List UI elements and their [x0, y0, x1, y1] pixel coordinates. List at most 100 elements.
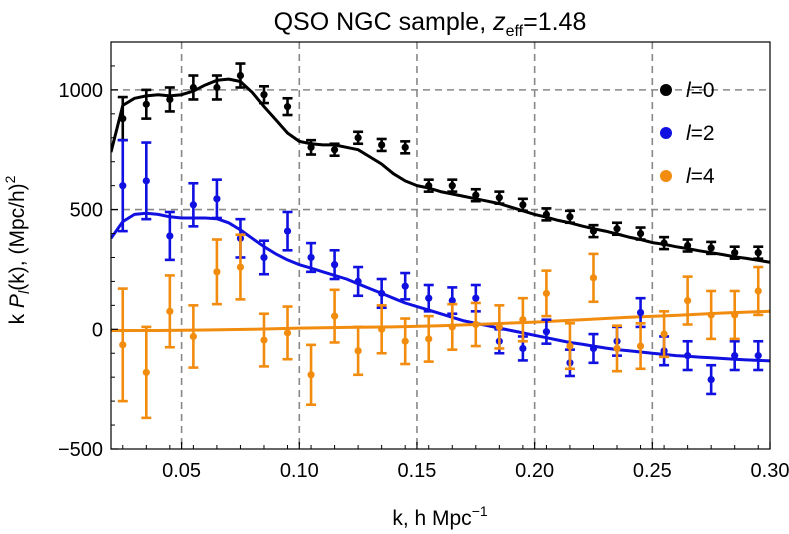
x-tick-label: 0.10 — [280, 460, 319, 482]
data-point — [329, 288, 340, 344]
model-curve-l2 — [111, 211, 770, 363]
data-point — [306, 241, 317, 274]
point-marker — [401, 282, 409, 290]
data-point — [659, 310, 670, 359]
point-marker — [283, 227, 292, 235]
point-marker — [472, 320, 480, 329]
point-marker — [142, 100, 150, 108]
point-marker — [519, 316, 527, 324]
point-marker — [189, 83, 197, 92]
point-marker — [189, 332, 197, 341]
point-marker — [542, 289, 551, 297]
data-point — [188, 304, 199, 369]
point-marker — [613, 344, 621, 353]
data-points — [117, 62, 764, 420]
legend-label-l0: l=0 — [686, 79, 715, 102]
point-marker — [707, 375, 715, 384]
point-marker — [354, 134, 362, 142]
point-marker — [213, 83, 221, 92]
point-marker — [166, 232, 174, 240]
data-point — [517, 197, 528, 213]
point-marker — [260, 253, 268, 262]
point-marker — [684, 296, 692, 305]
point-marker — [142, 177, 150, 185]
data-point — [729, 289, 740, 341]
point-marker — [542, 210, 551, 218]
data-point — [329, 248, 340, 281]
point-marker — [613, 225, 621, 233]
data-point — [517, 296, 528, 343]
y-tick-label: 0 — [92, 319, 103, 341]
point-marker — [213, 268, 221, 276]
legend-marker-l4 — [660, 170, 672, 182]
data-point — [612, 324, 623, 373]
data-point — [447, 302, 458, 351]
data-point — [706, 289, 717, 341]
data-point — [282, 305, 293, 361]
legend-marker-l2 — [660, 127, 672, 139]
point-marker — [495, 194, 503, 202]
point-marker — [754, 352, 762, 360]
point-marker — [495, 323, 503, 331]
point-marker — [354, 347, 362, 355]
y-axis-label: k Pl(k), (Mpc/h)2 — [2, 175, 33, 324]
data-point — [588, 332, 599, 365]
point-marker — [142, 368, 150, 376]
model-curve-l0 — [111, 77, 770, 264]
data-point — [541, 207, 552, 222]
point-marker — [378, 325, 386, 333]
data-point — [353, 130, 364, 146]
point-marker — [119, 182, 127, 190]
point-marker — [307, 143, 315, 151]
chart-title: QSO NGC sample, zeff=1.48 — [274, 8, 587, 40]
point-marker — [519, 201, 527, 209]
data-point — [659, 235, 670, 251]
grid-lines — [111, 42, 770, 449]
x-tick-label: 0.25 — [633, 460, 672, 482]
point-marker — [448, 296, 456, 305]
data-point — [682, 275, 693, 326]
point-marker — [401, 143, 409, 151]
legend-label-l2: l=2 — [686, 122, 715, 145]
point-marker — [660, 330, 668, 338]
data-point — [564, 322, 575, 371]
data-point — [188, 74, 199, 101]
point-marker — [707, 244, 715, 252]
x-tick-label: 0.15 — [397, 460, 436, 482]
point-marker — [236, 263, 245, 271]
point-marker — [119, 115, 127, 123]
x-tick-label: 0.30 — [751, 460, 789, 482]
point-marker — [754, 287, 762, 295]
data-point — [588, 223, 599, 239]
point-marker — [378, 289, 386, 297]
data-point — [423, 283, 434, 313]
data-point — [400, 140, 411, 155]
data-point — [211, 74, 222, 101]
point-marker — [330, 261, 339, 269]
point-marker — [566, 342, 574, 350]
point-marker — [354, 277, 362, 286]
data-point — [141, 325, 152, 420]
y-tick-label: 500 — [70, 200, 103, 222]
data-point — [729, 245, 740, 260]
model-curve-l4 — [111, 309, 770, 332]
data-point — [282, 96, 293, 117]
point-marker — [684, 352, 692, 360]
point-marker — [283, 329, 292, 337]
point-marker — [448, 323, 456, 331]
plot-frame — [110, 41, 771, 450]
data-point — [729, 339, 740, 372]
point-marker — [260, 91, 268, 99]
point-marker — [166, 95, 174, 104]
point-marker — [401, 337, 409, 345]
point-marker — [754, 249, 762, 257]
data-point — [164, 210, 175, 262]
point-marker — [589, 227, 598, 235]
point-marker — [307, 253, 315, 262]
data-point — [753, 339, 764, 372]
data-point — [258, 239, 269, 276]
data-point — [706, 363, 717, 396]
data-point — [258, 312, 269, 368]
data-point — [188, 181, 199, 228]
